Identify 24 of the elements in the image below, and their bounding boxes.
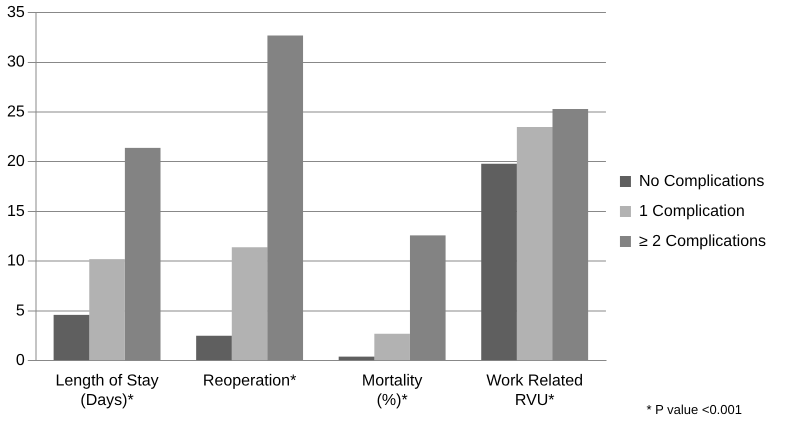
y-tick-label: 5 <box>16 302 25 320</box>
legend-label: No Complications <box>638 172 764 190</box>
bar <box>54 314 90 360</box>
bar <box>374 334 410 360</box>
y-tick-label: 15 <box>7 202 25 220</box>
y-tick-label: 35 <box>7 4 25 22</box>
x-tick-label: Mortality (%)* <box>362 372 422 409</box>
legend-label: ≥ 2 Complications <box>638 232 766 250</box>
y-tick-label: 0 <box>16 352 25 370</box>
y-tick-label: 30 <box>7 54 25 71</box>
y-tick-label: 25 <box>7 103 25 120</box>
y-tick-label: 20 <box>7 153 25 170</box>
bar <box>481 164 517 360</box>
x-tick-label: Reoperation* <box>202 372 296 390</box>
bar <box>338 356 374 360</box>
bar <box>196 336 232 360</box>
x-tick-label: Work Related RVU* <box>486 372 583 409</box>
bar <box>89 259 125 360</box>
bar <box>516 126 552 360</box>
text: * P value <0.001 <box>646 402 742 417</box>
bar <box>232 247 268 360</box>
y-tick-label: 10 <box>7 252 25 270</box>
legend-label: 1 Complication <box>638 202 745 220</box>
x-tick-label: Length of Stay (Days)* <box>55 372 159 409</box>
